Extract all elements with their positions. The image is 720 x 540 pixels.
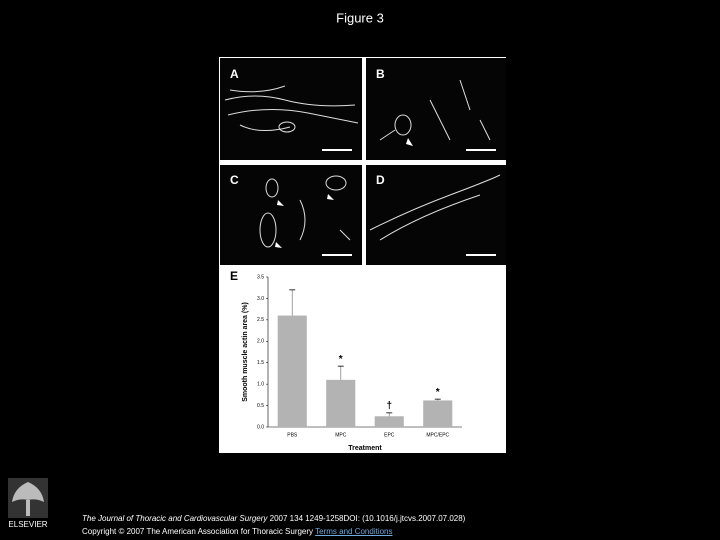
bar (326, 379, 356, 427)
slide-title: Figure 3 (336, 10, 384, 25)
bar (423, 400, 453, 427)
y-tick-label: 0.5 (257, 403, 264, 409)
y-tick-label: 3.0 (257, 296, 264, 302)
bar (277, 315, 307, 427)
y-tick-label: 2.0 (257, 339, 264, 345)
arrowheads (275, 138, 413, 248)
panel-label: C (230, 173, 239, 187)
copyright: Copyright © 2007 The American Associatio… (82, 527, 316, 536)
bar-chart: 0.0 0.5 1.0 1.5 2.0 2.5 3.0 3.5 Smooth muscle ac… (242, 274, 462, 452)
tissue-texture (224, 79, 501, 248)
micrograph (220, 165, 362, 265)
publisher-name: ELSEVIER (8, 520, 47, 529)
citation: The Journal of Thoracic and Cardiovascul… (82, 514, 465, 523)
significance-marker: † (386, 400, 392, 411)
micrograph (366, 58, 506, 160)
y-tick-label: 0.0 (257, 424, 264, 430)
scale-bars (322, 149, 496, 256)
y-tick-label: 2.5 (257, 317, 264, 323)
significance-marker: * (436, 387, 440, 398)
micrograph (220, 58, 362, 160)
panel-label: A (230, 67, 239, 81)
terms-link[interactable]: Terms and Conditions (315, 527, 393, 536)
panel-label: E (230, 269, 238, 283)
bar (374, 416, 404, 427)
citation-details: 2007 134 1249-1258DOI: (10.1016/j.jtcvs.… (267, 514, 466, 523)
y-tick-label: 1.0 (257, 381, 264, 387)
x-tick-label: EPC (384, 432, 395, 438)
x-tick-label: MPC (335, 432, 347, 438)
significance-marker: * (339, 354, 343, 365)
x-axis-label: Treatment (348, 445, 382, 452)
chart-panel (220, 266, 506, 452)
x-tick-label: MPC/EPC (426, 432, 449, 438)
y-axis-label: Smooth muscle actin area (%) (242, 302, 249, 402)
panel-label: B (376, 67, 385, 81)
panel-label: D (376, 173, 385, 187)
y-tick-label: 1.5 (257, 360, 264, 366)
x-tick-label: PBS (287, 432, 298, 438)
journal-name: The Journal of Thoracic and Cardiovascul… (82, 514, 268, 523)
micrograph (366, 165, 506, 265)
copyright-line: Copyright © 2007 The American Associatio… (82, 527, 393, 536)
y-tick-label: 3.5 (257, 274, 264, 280)
logo-tree (12, 482, 44, 516)
